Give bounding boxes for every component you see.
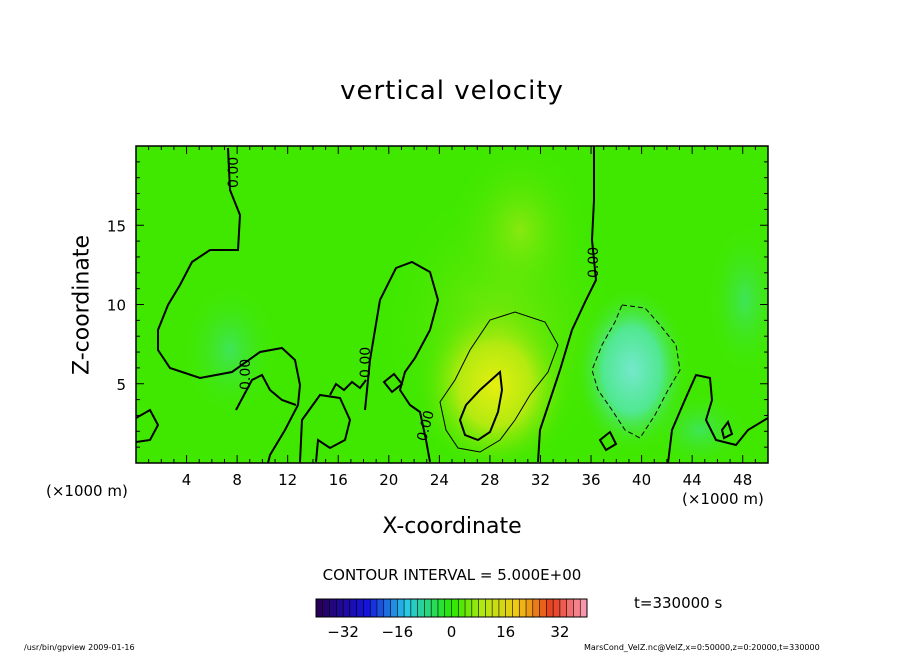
colorbar-cell <box>329 599 337 617</box>
colorbar-cell <box>349 599 358 617</box>
colorbar-cell <box>512 599 520 617</box>
x-tick-label: 44 <box>683 471 702 489</box>
colorbar-cell <box>424 599 432 617</box>
x-unit-label-left: (×1000 m) <box>46 482 128 500</box>
colorbar-cell <box>519 599 527 617</box>
contour-positive-5 <box>439 311 559 453</box>
x-tick-label: 16 <box>329 471 348 489</box>
contour-zero-right-vertical <box>537 146 598 463</box>
y-tick-label: 10 <box>107 297 126 315</box>
contour-labels: 0.00 0.00 0.00 0.00 0.00 <box>226 157 602 443</box>
colorbar-cell <box>471 599 480 617</box>
x-tick-label: 4 <box>182 471 192 489</box>
colorbar-cell <box>465 599 473 617</box>
contour-interval-label: CONTOUR INTERVAL = 5.000E+00 <box>322 566 582 584</box>
x-tick-label: 36 <box>581 471 600 489</box>
contour-zero-lower-left <box>136 408 160 443</box>
colorbar-cell <box>505 599 513 617</box>
colorbar-cell <box>485 599 493 617</box>
colorbar-cell <box>478 599 486 617</box>
colorbar-cell <box>498 599 507 617</box>
colorbar-tick-label: 32 <box>550 623 569 641</box>
contour-label-3: 0.00 <box>238 359 254 390</box>
colorbar-ticks: −32 −16 0 16 32 <box>327 623 569 641</box>
colorbar-cell <box>417 599 425 617</box>
chart-title: vertical velocity <box>340 76 564 106</box>
lower-left-downdraft <box>180 280 280 420</box>
colorbar-cell <box>316 599 324 617</box>
colorbar-cell <box>444 599 452 617</box>
contour-zero-wiggle-1 <box>235 373 297 411</box>
colorbar-cell <box>546 599 554 617</box>
y-tick-label: 15 <box>107 217 126 235</box>
colorbar-cell <box>526 599 534 617</box>
y-tick-label: 5 <box>116 376 126 394</box>
contour-small-2 <box>598 430 618 452</box>
contour-zero-wiggle-2 <box>329 379 367 396</box>
colorbar-cell <box>336 599 344 617</box>
colorbar-cell <box>559 599 568 617</box>
colorbar-cell <box>370 599 378 617</box>
colorbar-frame <box>315 598 588 618</box>
colorbar-cell <box>566 599 574 617</box>
contour-zero-far-right <box>667 373 768 463</box>
colorbar-cell <box>390 599 398 617</box>
colorbar <box>315 598 588 618</box>
footer-left: /usr/bin/gpview 2009-01-16 <box>24 643 135 652</box>
x-tick-label: 20 <box>379 471 398 489</box>
colorbar-cell <box>410 599 419 617</box>
colorbar-cell <box>356 599 364 617</box>
x-tick-label: 40 <box>632 471 651 489</box>
colorbar-cell <box>539 599 547 617</box>
colorbar-cell <box>492 599 500 617</box>
right-downdraft-glow <box>705 220 768 380</box>
colorbar-cell <box>376 599 385 617</box>
updraft-core-glow <box>415 295 575 463</box>
colorbar-tick-label: −32 <box>327 623 359 641</box>
colorbar-cell <box>322 599 331 617</box>
downdraft-broad-glow <box>650 390 750 463</box>
x-unit-label-right: (×1000 m) <box>682 490 764 508</box>
colorbar-tick-label: −16 <box>381 623 413 641</box>
contour-zero-left <box>157 147 302 463</box>
colorbar-tick-label: 16 <box>496 623 515 641</box>
x-tick-label: 24 <box>430 471 449 489</box>
colorbar-cell <box>343 599 351 617</box>
contour-label-5: 0.00 <box>414 409 438 443</box>
contour-small-3 <box>382 372 404 394</box>
colorbar-cell <box>383 599 392 617</box>
colorbar-cell <box>553 599 561 617</box>
contour-small-1 <box>720 419 734 440</box>
x-tick-label: 48 <box>733 471 752 489</box>
contour-updraft-core <box>458 369 504 442</box>
colorbar-cell <box>363 599 371 617</box>
colorbar-cell <box>458 599 466 617</box>
contour-label-2: 0.00 <box>586 247 602 278</box>
x-axis-title: X-coordinate <box>382 514 522 539</box>
colorbar-cell <box>437 599 446 617</box>
colorbar-cell <box>451 599 459 617</box>
contour-zero-bottom-mid <box>299 393 352 463</box>
colorbar-cell <box>397 599 405 617</box>
colorbar-cell <box>404 599 412 617</box>
x-tick-label: 32 <box>531 471 550 489</box>
footer-right: MarsCond_VelZ.nc@VelZ,x=0:50000,z=0:2000… <box>584 643 820 652</box>
x-tick-label: 12 <box>278 471 297 489</box>
contour-label-4: 0.00 <box>358 347 374 378</box>
time-label: t=330000 s <box>634 594 723 612</box>
colorbar-tick-label: 0 <box>447 623 457 641</box>
colorbar-cell <box>431 599 439 617</box>
colorbar-cell <box>580 599 588 617</box>
upper-updraft-region <box>450 146 590 320</box>
x-tick-label: 28 <box>480 471 499 489</box>
colorbar-cell <box>573 599 581 617</box>
contour-label-1: 0.00 <box>226 157 242 188</box>
colorbar-cell <box>532 599 541 617</box>
x-tick-label: 8 <box>232 471 242 489</box>
x-ticks: 4 8 12 16 20 24 28 32 36 40 44 48 <box>148 146 756 489</box>
contour-zero-mid <box>364 260 440 463</box>
y-ticks: 5 10 15 <box>107 161 768 448</box>
